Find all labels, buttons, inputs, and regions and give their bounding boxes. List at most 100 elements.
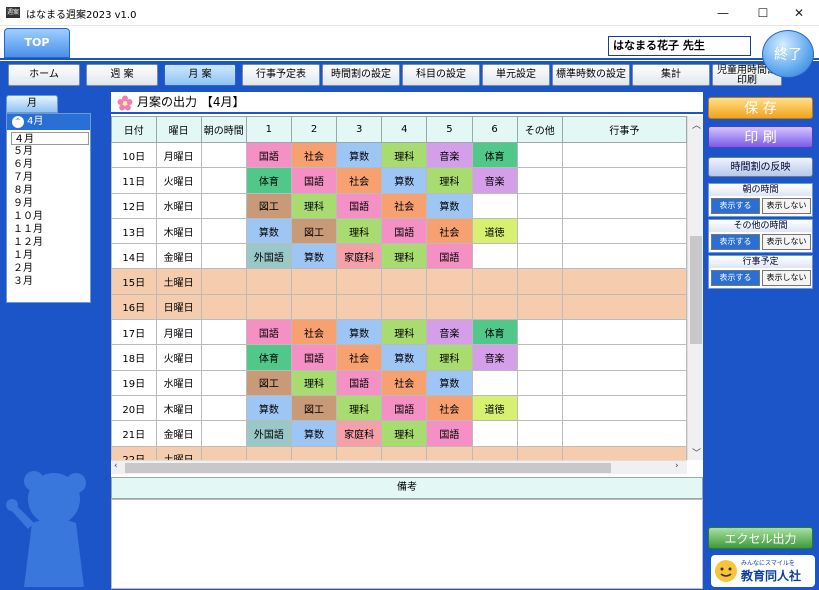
period-cell[interactable]: 図工	[290, 394, 338, 422]
period-cell[interactable]: 国語	[381, 394, 428, 422]
period-cell[interactable]: 道徳	[471, 394, 518, 422]
period-cell[interactable]: 社会	[381, 369, 428, 396]
hide-button[interactable]: 表示しない	[762, 234, 811, 250]
other-cell[interactable]	[516, 420, 563, 447]
period-cell[interactable]: 算数	[336, 319, 383, 346]
period-cell[interactable]: 家庭科	[336, 243, 383, 270]
other-cell[interactable]	[516, 344, 563, 371]
show-button[interactable]: 表示する	[711, 234, 760, 250]
period-cell[interactable]: 理科	[290, 192, 338, 219]
scroll-right-icon[interactable]: ›	[675, 461, 679, 471]
period-cell[interactable]	[471, 243, 518, 270]
period-cell[interactable]	[381, 445, 428, 460]
period-cell[interactable]: 算数	[426, 369, 473, 396]
period-cell[interactable]: 理科	[336, 394, 383, 422]
period-cell[interactable]: 音楽	[426, 319, 473, 346]
period-cell[interactable]: 算数	[245, 217, 292, 245]
period-cell[interactable]: 理科	[381, 243, 428, 270]
morning-time-cell[interactable]	[200, 344, 247, 371]
vertical-scrollbar[interactable]: ︿ ﹀	[687, 116, 703, 460]
period-cell[interactable]: 図工	[290, 217, 338, 245]
period-cell[interactable]	[245, 445, 292, 460]
period-cell[interactable]	[471, 293, 518, 321]
period-cell[interactable]	[426, 268, 473, 295]
period-cell[interactable]	[471, 420, 518, 447]
period-cell[interactable]: 算数	[426, 192, 473, 219]
period-cell[interactable]: 理科	[290, 369, 338, 396]
period-cell[interactable]: 音楽	[471, 344, 518, 371]
other-cell[interactable]	[516, 268, 563, 295]
period-cell[interactable]: 算数	[290, 420, 338, 447]
vertical-scroll-thumb[interactable]	[690, 236, 702, 344]
morning-time-cell[interactable]	[200, 293, 247, 321]
period-cell[interactable]: 社会	[290, 319, 338, 346]
period-cell[interactable]: 算数	[336, 141, 383, 169]
period-cell[interactable]: 算数	[290, 243, 338, 270]
period-cell[interactable]	[336, 268, 383, 295]
period-cell[interactable]: 国語	[245, 141, 292, 169]
save-button[interactable]: 保 存	[708, 97, 813, 119]
show-button[interactable]: 表示する	[711, 198, 760, 214]
month-item[interactable]: ４月	[11, 132, 89, 145]
chevron-up-icon[interactable]: ⌃	[12, 116, 24, 128]
month-item[interactable]: ５月	[13, 146, 33, 157]
period-cell[interactable]	[336, 445, 383, 460]
top-tab[interactable]: TOP	[4, 28, 70, 58]
scroll-down-icon[interactable]: ﹀	[692, 449, 702, 459]
period-cell[interactable]: 図工	[245, 369, 292, 396]
month-item[interactable]: ９月	[13, 198, 33, 209]
minimize-button[interactable]: —	[717, 6, 729, 20]
month-item[interactable]: １月	[13, 250, 33, 261]
nav-button-2[interactable]: 月 案	[164, 64, 236, 86]
hide-button[interactable]: 表示しない	[762, 270, 811, 286]
period-cell[interactable]: 算数	[381, 344, 428, 371]
period-cell[interactable]: 体育	[471, 319, 518, 346]
period-cell[interactable]	[471, 268, 518, 295]
month-item[interactable]: １０月	[13, 211, 43, 222]
period-cell[interactable]: 社会	[426, 217, 473, 245]
period-cell[interactable]: 社会	[381, 192, 428, 219]
period-cell[interactable]: 道徳	[471, 217, 518, 245]
month-item[interactable]: ２月	[13, 263, 33, 274]
month-item[interactable]: ８月	[13, 185, 33, 196]
period-cell[interactable]: 社会	[290, 141, 338, 169]
period-cell[interactable]	[290, 293, 338, 321]
nav-button-8[interactable]: 集計	[632, 64, 710, 86]
scroll-up-icon[interactable]: ︿	[692, 121, 702, 131]
other-cell[interactable]	[516, 243, 563, 270]
morning-time-cell[interactable]	[200, 167, 247, 194]
period-cell[interactable]	[290, 268, 338, 295]
event-cell[interactable]	[561, 319, 687, 346]
nav-button-1[interactable]: 週 案	[86, 64, 158, 86]
period-cell[interactable]: 社会	[336, 167, 383, 194]
morning-time-cell[interactable]	[200, 445, 247, 460]
event-cell[interactable]	[561, 192, 687, 219]
horizontal-scrollbar[interactable]: ‹ ›	[111, 460, 687, 474]
period-cell[interactable]: 算数	[381, 167, 428, 194]
month-item[interactable]: １１月	[13, 224, 43, 235]
period-cell[interactable]: 国語	[336, 192, 383, 219]
morning-time-cell[interactable]	[200, 319, 247, 346]
period-cell[interactable]	[471, 445, 518, 460]
nav-button-6[interactable]: 単元設定	[482, 64, 550, 86]
morning-time-cell[interactable]	[200, 141, 247, 169]
event-cell[interactable]	[561, 243, 687, 270]
other-cell[interactable]	[516, 167, 563, 194]
other-cell[interactable]	[516, 141, 563, 169]
period-cell[interactable]: 外国語	[245, 243, 292, 270]
event-cell[interactable]	[561, 420, 687, 447]
period-cell[interactable]	[381, 293, 428, 321]
period-cell[interactable]	[245, 268, 292, 295]
period-cell[interactable]: 音楽	[471, 167, 518, 194]
month-item[interactable]: １２月	[13, 237, 43, 248]
period-cell[interactable]	[336, 293, 383, 321]
event-cell[interactable]	[561, 141, 687, 169]
morning-time-cell[interactable]	[200, 243, 247, 270]
period-cell[interactable]: 理科	[336, 217, 383, 245]
other-cell[interactable]	[516, 217, 563, 245]
close-button[interactable]: ✕	[793, 6, 805, 20]
period-cell[interactable]	[471, 369, 518, 396]
period-cell[interactable]: 体育	[245, 167, 292, 194]
selected-month[interactable]: ⌃ 4月	[7, 114, 90, 130]
other-cell[interactable]	[516, 445, 563, 460]
